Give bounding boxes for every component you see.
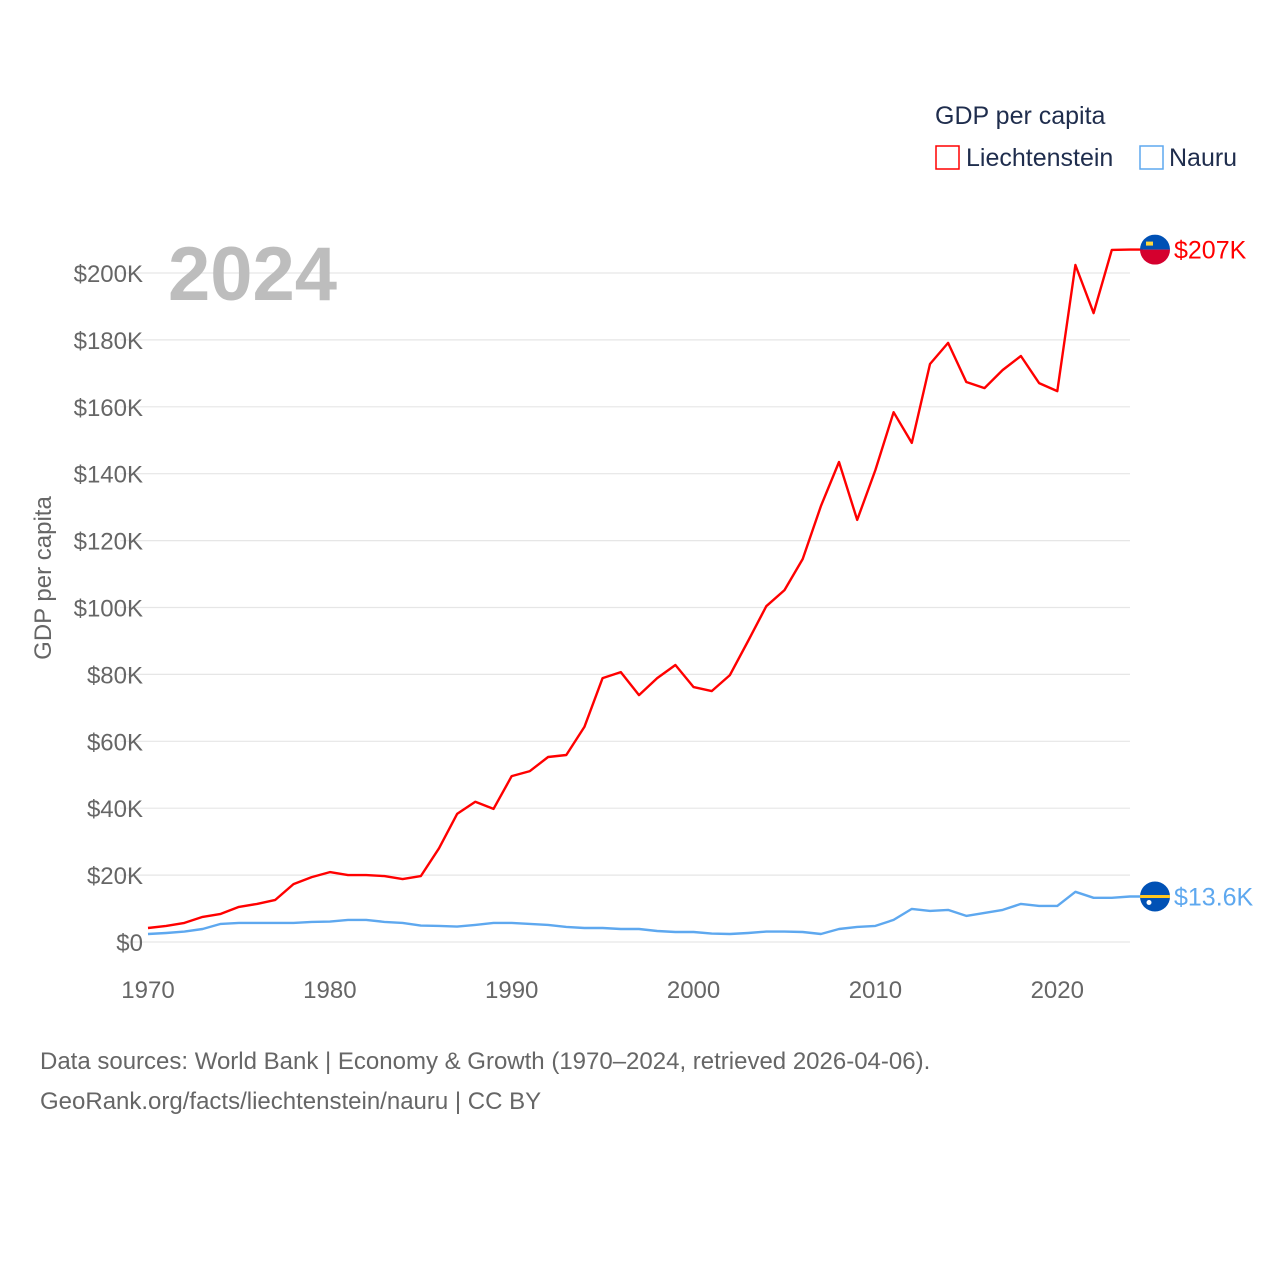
data-sources: Data sources: World Bank | Economy & Gro… bbox=[40, 1048, 931, 1075]
y-axis-ticks: $0 $20K $40K $60K $80K $100K $120K $140K $160K $1… bbox=[74, 261, 143, 957]
y-tick-label: $200K bbox=[74, 261, 143, 288]
y-tick-label: $160K bbox=[74, 395, 143, 422]
x-tick-label: 2020 bbox=[1031, 977, 1084, 1004]
y-tick-label: $140K bbox=[74, 462, 143, 489]
y-axis-label: GDP per capita bbox=[30, 496, 57, 660]
x-tick-label: 1990 bbox=[485, 977, 538, 1004]
end-label-nauru: $13.6K bbox=[1174, 884, 1254, 912]
grid-lines bbox=[120, 272, 1130, 943]
y-tick-label: $120K bbox=[74, 529, 143, 556]
legend-item-nauru[interactable]: Nauru bbox=[1139, 144, 1237, 172]
legend-label-liechtenstein: Liechtenstein bbox=[966, 144, 1113, 172]
y-tick-label: $40K bbox=[87, 796, 143, 823]
x-tick-label: 1970 bbox=[121, 977, 174, 1004]
x-axis-ticks: 1970 1980 1990 2000 2010 2020 bbox=[121, 977, 1084, 1004]
series-lines bbox=[147, 248, 1143, 936]
legend-item-liechtenstein[interactable]: Liechtenstein bbox=[935, 144, 1113, 172]
y-tick-label: $20K bbox=[87, 863, 143, 890]
line-chart: $0 $20K $40K $60K $80K $100K $120K $140K $160K $1… bbox=[30, 102, 1254, 1004]
series-line-liechtenstein bbox=[147, 248, 1143, 930]
y-tick-label: $80K bbox=[87, 662, 143, 689]
year-label: 2024 bbox=[168, 232, 337, 317]
source-link[interactable]: GeoRank.org/facts/liechtenstein/nauru | … bbox=[40, 1088, 542, 1115]
nauru-flag-icon bbox=[1140, 881, 1170, 912]
y-tick-label: $180K bbox=[74, 328, 143, 355]
series-end-labels: $207K $13.6K bbox=[1140, 234, 1254, 912]
x-tick-label: 1980 bbox=[303, 977, 356, 1004]
footer: Data sources: World Bank | Economy & Gro… bbox=[40, 1042, 930, 1122]
end-label-liechtenstein: $207K bbox=[1174, 237, 1247, 265]
x-tick-label: 2010 bbox=[849, 977, 902, 1004]
legend-swatch-nauru bbox=[1139, 145, 1164, 170]
legend-swatch-liechtenstein bbox=[935, 145, 960, 170]
series-line-nauru bbox=[147, 890, 1143, 936]
legend-title: GDP per capita bbox=[935, 102, 1106, 130]
y-tick-label: $100K bbox=[74, 596, 143, 623]
legend: GDP per capita Liechtenstein Nauru bbox=[935, 102, 1237, 172]
liechtenstein-flag-icon bbox=[1140, 234, 1170, 265]
y-tick-label: $0 bbox=[116, 930, 143, 957]
y-tick-label: $60K bbox=[87, 729, 143, 756]
legend-label-nauru: Nauru bbox=[1169, 144, 1237, 172]
x-tick-label: 2000 bbox=[667, 977, 720, 1004]
